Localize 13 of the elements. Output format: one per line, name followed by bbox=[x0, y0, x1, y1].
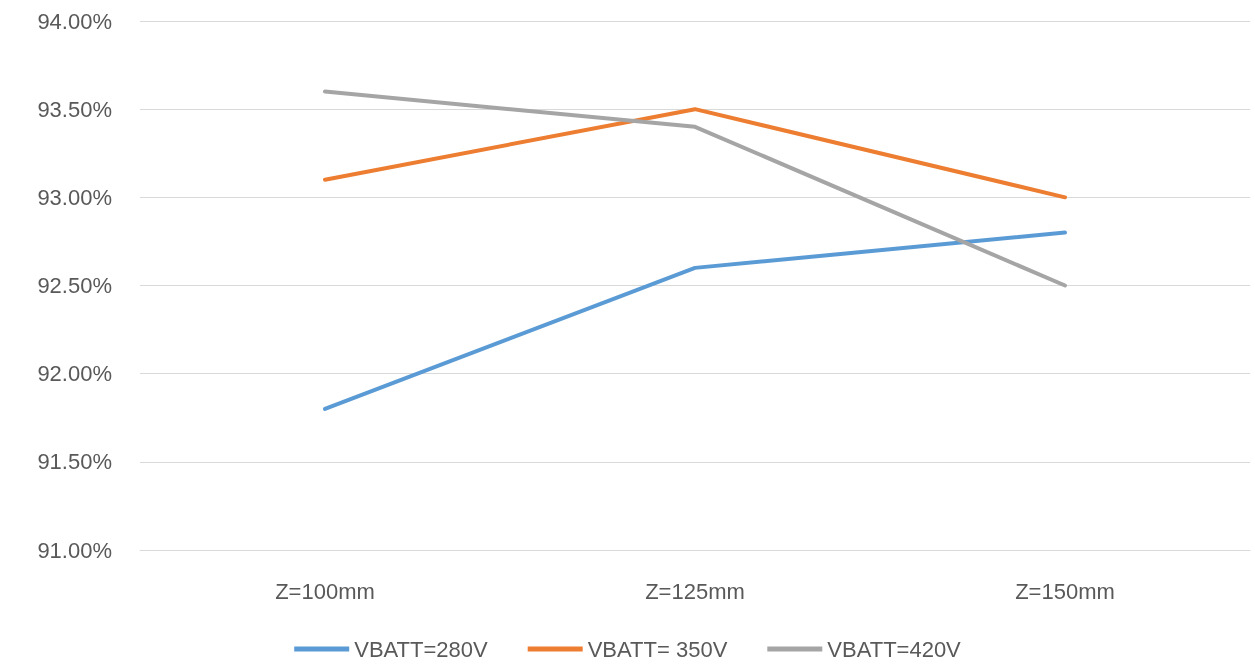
y-tick-label: 91.50% bbox=[37, 449, 112, 475]
y-tick-label: 92.50% bbox=[37, 273, 112, 298]
x-tick-label: Z=125mm bbox=[645, 578, 745, 604]
legend-label: VBATT=420V bbox=[827, 636, 962, 662]
y-tick-label: 93.00% bbox=[37, 184, 112, 210]
legend-label: VBATT=280V bbox=[354, 636, 489, 662]
x-tick-label: Z=100mm bbox=[275, 578, 375, 604]
x-tick-label: Z=150mm bbox=[1015, 578, 1115, 604]
y-tick-label: 91.00% bbox=[37, 537, 112, 563]
y-tick-label: 92.00% bbox=[37, 361, 112, 387]
y-tick-label: 94.00% bbox=[37, 8, 112, 34]
legend-label: VBATT= 350V bbox=[587, 636, 728, 662]
y-tick-label: 93.50% bbox=[37, 96, 112, 122]
